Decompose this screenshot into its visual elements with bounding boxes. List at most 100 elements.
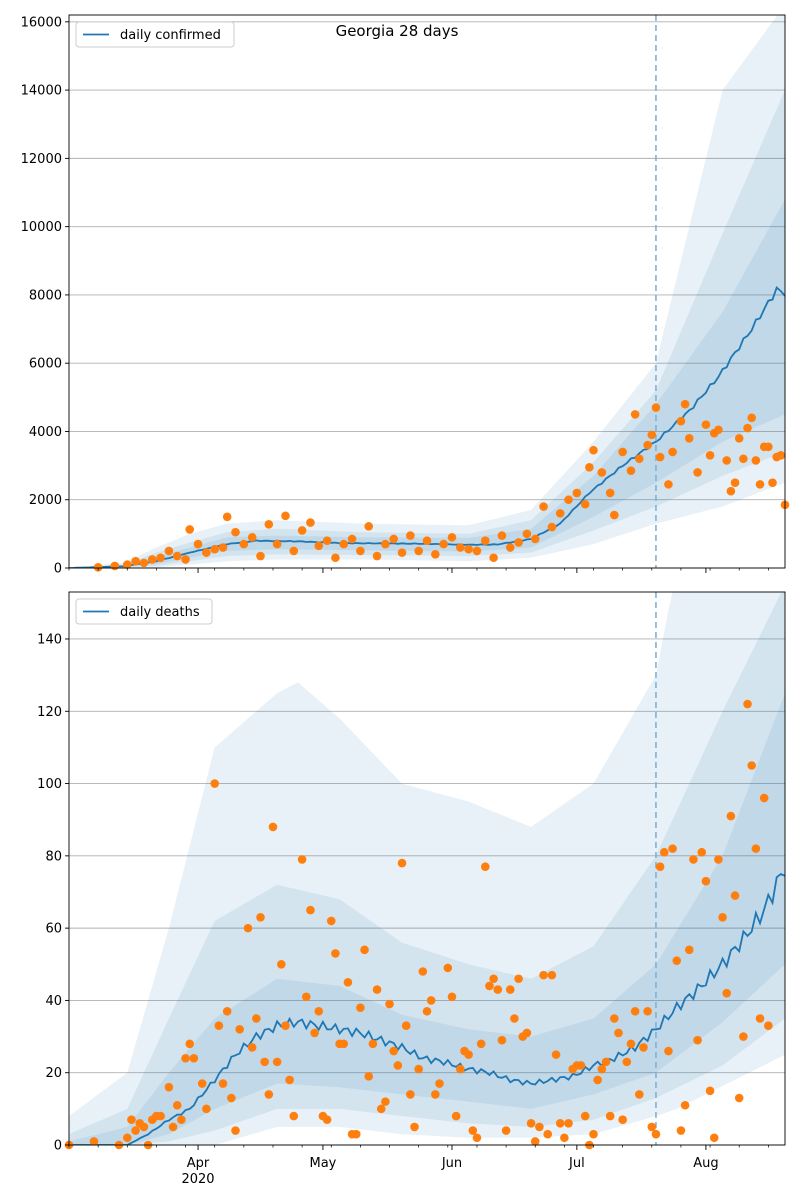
data-point [497, 1035, 507, 1045]
y-tick-label: 8000 [29, 288, 62, 303]
legend-box [75, 21, 235, 48]
data-point [668, 844, 677, 853]
data-point [734, 1093, 744, 1103]
data-point [476, 1039, 486, 1049]
data-point [522, 1028, 532, 1038]
data-point [597, 1064, 607, 1074]
data-point [414, 546, 423, 556]
y-tick-label: 6000 [29, 357, 62, 372]
data-point [122, 1133, 132, 1143]
y-tick-label: 14000 [21, 84, 62, 99]
data-point [514, 538, 523, 547]
data-point [272, 1057, 282, 1067]
data-point [693, 1035, 702, 1045]
data-point [210, 779, 219, 788]
data-point [322, 1115, 332, 1124]
y-tick-label: 80 [45, 849, 62, 864]
y-tick-label: 140 [37, 632, 62, 647]
data-point [397, 548, 407, 557]
data-point [651, 1129, 661, 1139]
uncertainty-band [69, 90, 785, 568]
data-point [181, 1053, 190, 1063]
data-point [193, 539, 203, 549]
data-point [389, 534, 398, 544]
data-point [639, 1043, 648, 1052]
uncertainty-band [69, 592, 785, 1145]
median-line [69, 872, 785, 1145]
data-point [610, 510, 619, 520]
data-point [618, 447, 627, 457]
data-point [630, 1006, 640, 1016]
data-point [256, 912, 265, 922]
legend-label: daily deaths [120, 605, 200, 620]
data-point [264, 520, 274, 529]
data-point [697, 847, 707, 857]
data-point [680, 1100, 690, 1110]
data-point [601, 1057, 611, 1067]
data-point [489, 974, 498, 984]
data-point [672, 956, 682, 965]
data-point [451, 1111, 461, 1121]
data-point [676, 416, 686, 426]
data-point [635, 454, 644, 464]
data-point [297, 526, 307, 535]
data-point [89, 1137, 99, 1146]
data-point [547, 522, 557, 532]
data-point [268, 822, 278, 832]
legend: daily deaths [75, 598, 213, 625]
data-point [156, 553, 165, 563]
data-point [326, 916, 336, 926]
data-point [231, 527, 240, 537]
data-point [576, 1061, 586, 1070]
data-point [156, 1111, 165, 1121]
data-point [239, 539, 249, 549]
data-point [189, 1053, 199, 1063]
data-point [164, 1082, 174, 1092]
x-tick-label: Aug [693, 1156, 718, 1171]
data-point [243, 923, 253, 933]
data-point [764, 1021, 773, 1031]
data-point [281, 511, 290, 521]
data-point [222, 1006, 232, 1016]
data-point [647, 430, 657, 440]
data-point [726, 811, 736, 821]
data-point [701, 876, 711, 886]
data-point [372, 985, 382, 994]
data-point [306, 905, 315, 915]
y-tick-label: 20 [45, 1066, 62, 1081]
data-point [247, 532, 257, 542]
data-point [684, 945, 694, 955]
data-point [493, 985, 503, 994]
data-point [281, 1021, 290, 1031]
data-point [381, 539, 390, 549]
data-point [406, 1090, 415, 1099]
data-point [385, 999, 394, 1009]
data-point [139, 558, 149, 568]
data-point [543, 1129, 553, 1139]
data-point [202, 1104, 211, 1114]
data-point [755, 1014, 765, 1023]
data-point [310, 1028, 319, 1038]
data-point [651, 403, 661, 412]
data-point [635, 1090, 644, 1099]
data-point [701, 420, 711, 429]
y-tick-label: 100 [37, 777, 62, 792]
data-point [301, 992, 311, 1002]
x-tick-label: Jun [441, 1156, 462, 1171]
y-tick-label: 0 [54, 1139, 62, 1154]
data-point [472, 546, 482, 556]
data-point [222, 512, 232, 522]
data-point [668, 447, 677, 457]
data-point [147, 555, 157, 564]
data-point [256, 551, 265, 561]
data-point [356, 546, 365, 556]
data-point [297, 855, 307, 864]
data-point [730, 478, 740, 487]
data-point [501, 1126, 511, 1135]
data-point [714, 425, 723, 435]
data-point [643, 440, 652, 450]
data-point [743, 699, 752, 709]
data-point [277, 959, 286, 969]
